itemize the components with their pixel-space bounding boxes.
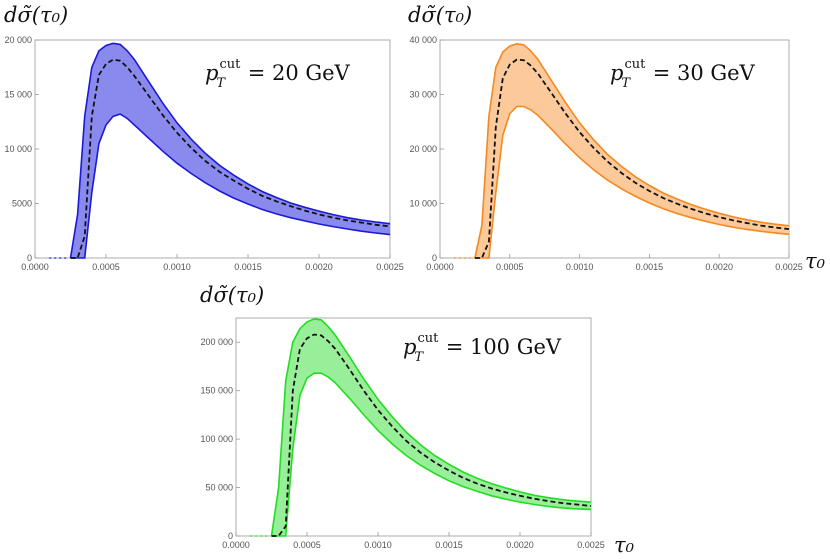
y-tick-label: 40 000	[409, 35, 437, 45]
x-tick-label: 0.0025	[376, 262, 404, 272]
plot-frame	[235, 317, 592, 537]
y-axis-label: dσ̃(τ₀)	[4, 3, 68, 27]
y-tick-label: 30 000	[409, 90, 437, 100]
y-tick-label: 200 000	[200, 337, 233, 347]
annotation: pcut T = 20 GeV	[205, 57, 351, 91]
y-axis-label: dσ̃(τ₀)	[408, 3, 472, 27]
x-tick-label: 0.0025	[775, 262, 803, 272]
x-tick-label: 0.0005	[293, 540, 321, 550]
series-central-line	[474, 58, 790, 259]
x-tick-label: 0.0010	[566, 262, 594, 272]
y-tick-label: 150 000	[200, 386, 233, 396]
series-lower-line	[271, 372, 592, 537]
y-axis-label: dσ̃(τ₀)	[200, 283, 264, 307]
x-tick-label: 0.0000	[426, 262, 454, 272]
x-tick-label: 0.0020	[506, 540, 534, 550]
y-tick-label: 20 000	[4, 35, 32, 45]
y-tick-label: 0	[228, 531, 233, 541]
y-tick-label: 20 000	[409, 144, 437, 154]
y-tick-label: 10 000	[4, 144, 32, 154]
annotation: pcut T = 30 GeV	[610, 57, 756, 91]
y-tick-label: 50 000	[205, 483, 233, 493]
series-lower-line	[474, 105, 790, 259]
annotation: pcut T = 100 GeV	[403, 331, 562, 365]
series-upper-line	[474, 42, 790, 259]
chart-panel-2: 0.0000 0.0005 0.0010 0.0015 0.0020 0.0025 0 10 …	[408, 3, 826, 273]
x-tick-label: 0.0015	[636, 262, 664, 272]
chart-panel-3: 0.0000 0.0005 0.0010 0.0015 0.0020 0.0025 0 50 …	[200, 283, 635, 557]
series-central-line	[271, 333, 592, 537]
series-upper-line	[69, 42, 391, 259]
series-upper-line	[270, 318, 592, 537]
x-axis-label: τ₀	[614, 533, 635, 557]
chart-panel-1: 0.0000 0.0005 0.0010 0.0015 0.0020 0.0025 0 500…	[4, 3, 404, 272]
x-tick-label: 0.0015	[435, 540, 463, 550]
series-lower-line	[70, 113, 391, 259]
x-tick-label: 0.0000	[21, 262, 49, 272]
y-tick-label: 15 000	[4, 90, 32, 100]
x-tick-label: 0.0010	[163, 262, 191, 272]
x-tick-label: 0.0020	[305, 262, 333, 272]
x-tick-label: 0.0005	[496, 262, 524, 272]
y-tick-label: 0	[27, 253, 32, 263]
x-tick-label: 0.0005	[92, 262, 120, 272]
x-tick-label: 0.0010	[364, 540, 392, 550]
y-tick-label: 5000	[12, 199, 32, 209]
y-tick-label: 0	[432, 253, 437, 263]
x-tick-label: 0.0020	[705, 262, 733, 272]
x-tick-label: 0.0025	[577, 540, 605, 550]
x-tick-label: 0.0000	[222, 540, 250, 550]
x-tick-label: 0.0015	[234, 262, 262, 272]
x-axis-label: τ₀	[805, 249, 826, 273]
y-tick-label: 10 000	[409, 199, 437, 209]
y-tick-label: 100 000	[200, 434, 233, 444]
